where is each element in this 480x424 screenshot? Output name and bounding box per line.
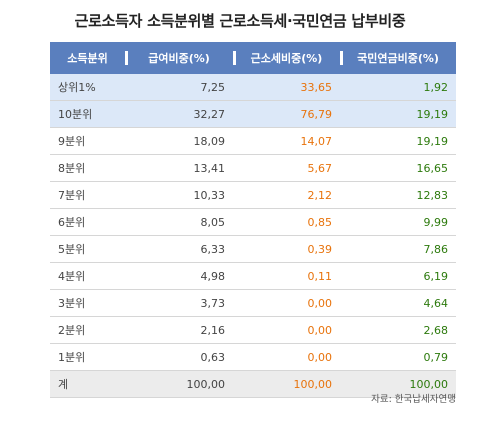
cell-pension-share: 1,92 xyxy=(340,74,456,101)
income-tax-pension-table: 소득분위 급여비중(%) 근소세비중(%) 국민연금비중(%) 상위1% 7,25… xyxy=(50,42,456,398)
cell-income-tax-share: 0,00 xyxy=(233,316,340,344)
cell-income-tax-share: 0,00 xyxy=(233,289,340,317)
cell-income-tax-share: 33,65 xyxy=(233,74,340,101)
cell-salary-share: 6,33 xyxy=(125,235,233,263)
cell-income-decile: 8분위 xyxy=(50,154,125,182)
cell-total-label: 계 xyxy=(50,370,125,398)
cell-income-tax-share: 2,12 xyxy=(233,181,340,209)
header-salary-share: 급여비중(%) xyxy=(125,42,233,74)
cell-pension-share: 2,68 xyxy=(340,316,456,344)
table-row: 2분위 2,16 0,00 2,68 xyxy=(50,316,456,344)
cell-income-decile: 5분위 xyxy=(50,235,125,263)
cell-income-decile: 6분위 xyxy=(50,208,125,236)
cell-salary-share: 13,41 xyxy=(125,154,233,182)
cell-income-tax-share: 14,07 xyxy=(233,127,340,155)
cell-salary-share: 3,73 xyxy=(125,289,233,317)
header-income-decile: 소득분위 xyxy=(50,42,125,74)
table-row: 6분위 8,05 0,85 9,99 xyxy=(50,208,456,236)
cell-income-decile: 4분위 xyxy=(50,262,125,290)
table-row: 상위1% 7,25 33,65 1,92 xyxy=(50,74,456,101)
cell-salary-share: 2,16 xyxy=(125,316,233,344)
source-note: 자료: 한국납세자연맹 xyxy=(371,394,456,405)
table-row: 9분위 18,09 14,07 19,19 xyxy=(50,127,456,155)
total-row: 계 100,00 100,00 100,00 xyxy=(50,370,456,398)
cell-income-decile: 10분위 xyxy=(50,100,125,128)
cell-pension-share: 16,65 xyxy=(340,154,456,182)
table-row: 1분위 0,63 0,00 0,79 xyxy=(50,343,456,371)
cell-salary-share: 7,25 xyxy=(125,74,233,101)
cell-pension-share: 4,64 xyxy=(340,289,456,317)
table-header: 소득분위 급여비중(%) 근소세비중(%) 국민연금비중(%) xyxy=(50,42,456,74)
cell-income-decile: 상위1% xyxy=(50,74,125,101)
table-row: 8분위 13,41 5,67 16,65 xyxy=(50,154,456,182)
cell-income-decile: 2분위 xyxy=(50,316,125,344)
cell-pension-share: 0,79 xyxy=(340,343,456,371)
cell-pension-share: 9,99 xyxy=(340,208,456,236)
cell-income-decile: 3분위 xyxy=(50,289,125,317)
header-row: 소득분위 급여비중(%) 근소세비중(%) 국민연금비중(%) xyxy=(50,42,456,74)
header-pension-share: 국민연금비중(%) xyxy=(340,42,456,74)
cell-income-decile: 7분위 xyxy=(50,181,125,209)
table-row: 10분위 32,27 76,79 19,19 xyxy=(50,100,456,128)
page-title: 근로소득자 소득분위별 근로소득세·국민연금 납부비중 xyxy=(74,12,406,30)
cell-income-decile: 9분위 xyxy=(50,127,125,155)
cell-pension-share: 7,86 xyxy=(340,235,456,263)
table-row: 3분위 3,73 0,00 4,64 xyxy=(50,289,456,317)
table-row: 7분위 10,33 2,12 12,83 xyxy=(50,181,456,209)
cell-total-pension: 100,00 xyxy=(340,370,456,398)
cell-pension-share: 12,83 xyxy=(340,181,456,209)
cell-pension-share: 6,19 xyxy=(340,262,456,290)
cell-pension-share: 19,19 xyxy=(340,100,456,128)
cell-salary-share: 10,33 xyxy=(125,181,233,209)
cell-income-tax-share: 0,85 xyxy=(233,208,340,236)
cell-income-tax-share: 0,11 xyxy=(233,262,340,290)
table-body: 상위1% 7,25 33,65 1,92 10분위 32,27 76,79 19,19 9분위 1… xyxy=(50,74,456,398)
cell-total-salary: 100,00 xyxy=(125,370,233,398)
table-row: 4분위 4,98 0,11 6,19 xyxy=(50,262,456,290)
cell-income-tax-share: 0,00 xyxy=(233,343,340,371)
cell-income-tax-share: 0,39 xyxy=(233,235,340,263)
cell-salary-share: 0,63 xyxy=(125,343,233,371)
cell-salary-share: 18,09 xyxy=(125,127,233,155)
cell-total-income-tax: 100,00 xyxy=(233,370,340,398)
cell-income-decile: 1분위 xyxy=(50,343,125,371)
table-row: 5분위 6,33 0,39 7,86 xyxy=(50,235,456,263)
cell-salary-share: 8,05 xyxy=(125,208,233,236)
cell-salary-share: 4,98 xyxy=(125,262,233,290)
cell-income-tax-share: 5,67 xyxy=(233,154,340,182)
cell-salary-share: 32,27 xyxy=(125,100,233,128)
header-income-tax-share: 근소세비중(%) xyxy=(233,42,340,74)
cell-income-tax-share: 76,79 xyxy=(233,100,340,128)
cell-pension-share: 19,19 xyxy=(340,127,456,155)
